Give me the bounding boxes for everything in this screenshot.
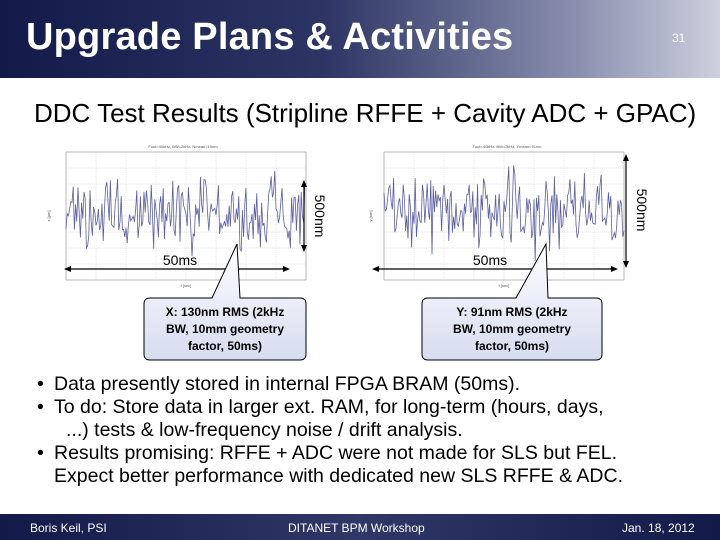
footer-date: Jan. 18, 2012 [622, 521, 695, 535]
amplitude-label: 500nm [634, 189, 650, 232]
callout-line: Y: 91nm RMS (2kHz [456, 305, 568, 319]
page-number: 31 [672, 31, 686, 45]
bullet-text: Expect better performance with dedicated… [54, 465, 624, 487]
time-span-label: 50ms [473, 252, 507, 268]
y-position-plot: Fout=40kHz, BW=2kHz, Ymean=91nm y [nm] t… [362, 140, 652, 290]
callout-line: BW, 10mm geometry [452, 322, 572, 336]
plot-top-label: Fout=40kHz, BW=2kHz, Nmean=10nm [148, 144, 218, 149]
callout-line: BW, 10mm geometry [165, 322, 285, 336]
plot-xlabel: t [sec] [181, 283, 192, 288]
y-noise-trace [383, 165, 625, 261]
bullet-text: Results promising: RFFE + ADC were not m… [54, 442, 618, 464]
x-noise-trace [65, 170, 307, 257]
x-position-plot: Fout=40kHz, BW=2kHz, Nmean=10nm x [μm] t… [38, 140, 328, 290]
y-rms-callout-shape [421, 242, 603, 361]
bullet-dot: • [37, 442, 44, 464]
bullet-list: • Data presently stored in internal FPGA … [34, 373, 714, 488]
bullet-dot: • [37, 373, 44, 395]
footer-event: DITANET BPM Workshop [288, 521, 425, 535]
bullet-item: • Results promising: RFFE + ADC were not … [34, 442, 714, 465]
section-subtitle: DDC Test Results (Stripline RFFE + Cavit… [34, 98, 697, 128]
amplitude-label: 500nm [312, 195, 328, 238]
x-rms-callout: X: 130nm RMS (2kHz BW, 10mm geometry fac… [144, 304, 306, 355]
slide-header: Upgrade Plans & Activities 31 [0, 0, 720, 78]
footer-author: Boris Keil, PSI [30, 521, 107, 535]
time-span-label: 50ms [163, 252, 197, 268]
slide-title: Upgrade Plans & Activities [26, 16, 514, 58]
bullet-text: Data presently stored in internal FPGA B… [54, 373, 521, 395]
bullet-item: • Data presently stored in internal FPGA … [34, 373, 714, 396]
bullet-dot: • [37, 396, 44, 418]
plot-area [65, 151, 307, 281]
plot-ylabel: y [nm] [368, 211, 373, 222]
bullet-continuation: ...) tests & low-frequency noise / drift… [34, 419, 714, 442]
plot-top-label: Fout=40kHz, BW=2kHz, Ymean=91nm [473, 144, 543, 149]
slide-footer: Boris Keil, PSI DITANET BPM Workshop Jan… [0, 514, 720, 540]
bullet-text: ...) tests & low-frequency noise / drift… [66, 419, 463, 441]
y-rms-callout: Y: 91nm RMS (2kHz BW, 10mm geometry fact… [422, 304, 602, 355]
bullet-continuation: Expect better performance with dedicated… [34, 465, 714, 488]
callout-line: X: 130nm RMS (2kHz [165, 305, 285, 319]
x-rms-callout-shape [143, 243, 307, 361]
plot-xlabel: t [sec] [499, 283, 510, 288]
plot-area [383, 151, 625, 281]
plot-ylabel: x [μm] [46, 211, 51, 222]
bullet-text: To do: Store data in larger ext. RAM, fo… [54, 396, 604, 418]
bullet-item: • To do: Store data in larger ext. RAM, f… [34, 396, 714, 419]
callout-line: factor, 50ms) [187, 339, 263, 353]
callout-line: factor, 50ms) [474, 339, 550, 353]
